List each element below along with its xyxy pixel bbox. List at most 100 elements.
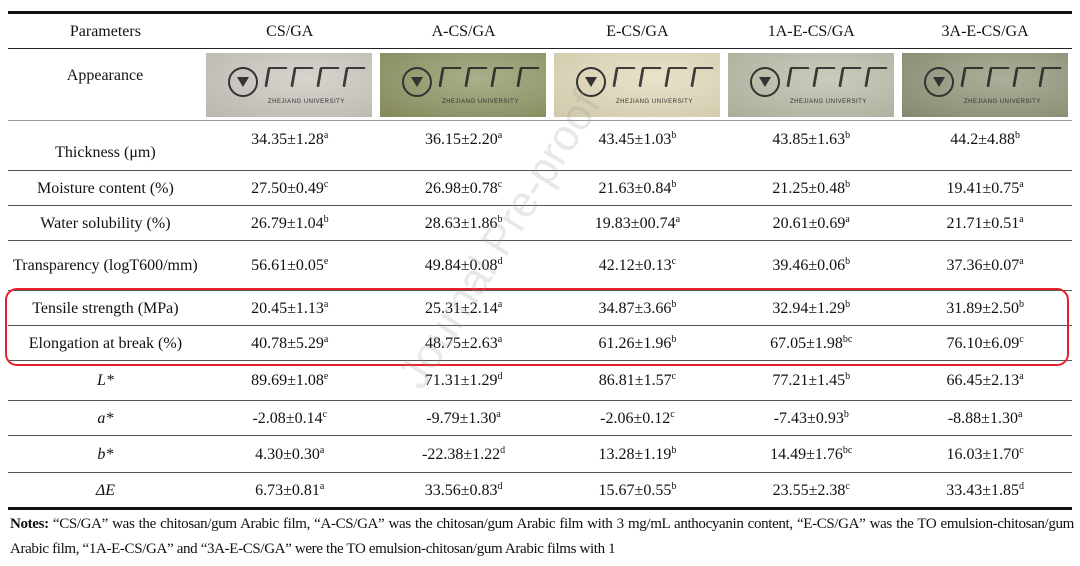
- value-cell: 13.28±1.19b: [551, 445, 725, 464]
- value-cell: 40.78±5.29a: [203, 334, 377, 353]
- table-row: Tensile strength (MPa) 20.45±1.13a 25.31±2…: [8, 291, 1072, 325]
- significance-letter: c: [670, 408, 675, 420]
- value-cell: 43.45±1.03b: [551, 130, 725, 149]
- significance-letter: c: [497, 178, 503, 190]
- significance-letter: b: [671, 444, 677, 456]
- row-label: a*: [97, 409, 114, 427]
- value-cell: 77.21±1.45b: [724, 371, 898, 390]
- value: 86.81±1.57: [598, 372, 672, 389]
- logo-characters: [438, 67, 540, 87]
- significance-letter: a: [675, 213, 681, 225]
- significance-letter: b: [1015, 130, 1020, 141]
- value-cell: 21.71±0.51a: [898, 214, 1072, 233]
- logo-caption: ZHEJIANG UNIVERSITY: [268, 99, 345, 105]
- significance-letter: a: [1019, 256, 1024, 267]
- row-label: L*: [96, 372, 114, 389]
- value-cell: 20.45±1.13a: [203, 299, 377, 318]
- appearance-cell: ZHEJIANG UNIVERSITY: [724, 50, 898, 117]
- logo-characters: [612, 67, 714, 87]
- significance-letter: a: [323, 333, 329, 345]
- value-cell: 42.12±0.13c: [551, 256, 725, 275]
- significance-letter: d: [1019, 481, 1024, 492]
- value-cell: 89.69±1.08e: [203, 371, 377, 390]
- value: 66.45±2.13: [946, 372, 1020, 389]
- value: 36.15±2.20: [424, 131, 498, 148]
- value-cell: 6.73±0.81a: [203, 481, 377, 500]
- value: 21.71±0.51: [946, 214, 1020, 232]
- table-row: b* 4.30±0.30a -22.38±1.22d 13.28±1.19b 14.49…: [8, 436, 1072, 472]
- value-cell: 27.50±0.49c: [203, 179, 377, 198]
- value: 44.2±4.88: [950, 131, 1015, 148]
- significance-letter: a: [319, 444, 325, 456]
- significance-letter: d: [497, 371, 503, 382]
- table-row: Transparency (logT600/mm) 56.61±0.05e 49.8…: [8, 241, 1072, 290]
- value-cell: 25.31±2.14a: [377, 299, 551, 318]
- significance-letter: b: [1019, 298, 1024, 310]
- value-cell: 66.45±2.13a: [898, 371, 1072, 390]
- significance-letter: b: [845, 178, 851, 190]
- value: 28.63±1.86: [424, 214, 498, 232]
- row-label: b*: [97, 445, 114, 463]
- significance-letter: e: [323, 371, 329, 382]
- value-cell: 14.49±1.76bc: [724, 445, 898, 464]
- value: 23.55±2.38: [772, 482, 846, 499]
- value: 48.75±2.63: [424, 334, 498, 352]
- university-seal-icon: [576, 67, 606, 97]
- value-cell: -2.06±0.12c: [551, 409, 725, 428]
- significance-letter: a: [497, 130, 503, 141]
- logo-caption: ZHEJIANG UNIVERSITY: [616, 99, 693, 105]
- value-cell: 19.41±0.75a: [898, 179, 1072, 198]
- significance-letter: a: [497, 298, 503, 310]
- value-cell: 67.05±1.98bc: [724, 334, 898, 353]
- row-rule: [8, 360, 1072, 361]
- value: 71.31±1.29: [424, 372, 498, 389]
- value: 31.89±2.50: [946, 299, 1019, 317]
- table-bottom-rule: [8, 507, 1072, 510]
- value-cell: 21.63±0.84b: [551, 179, 725, 198]
- significance-letter: a: [1019, 213, 1024, 225]
- value-cell: 33.56±0.83d: [377, 481, 551, 500]
- value-cell: 31.89±2.50b: [898, 299, 1072, 318]
- notes-text: “CS/GA” was the chitosan/gum Arabic film…: [10, 516, 1074, 557]
- value: 39.46±0.06: [772, 257, 846, 274]
- table-header-row: Parameters CS/GA A-CS/GA E-CS/GA 1A-E-CS…: [8, 14, 1072, 48]
- significance-letter: a: [319, 481, 325, 492]
- value: 27.50±0.49: [251, 179, 324, 197]
- significance-letter: a: [323, 298, 329, 310]
- significance-letter: b: [843, 408, 849, 420]
- value-cell: 4.30±0.30a: [203, 445, 377, 464]
- header-e-cs-ga: E-CS/GA: [606, 22, 669, 40]
- value-cell: 32.94±1.29b: [724, 299, 898, 318]
- significance-letter: b: [497, 213, 503, 225]
- significance-letter: c: [845, 481, 850, 492]
- table-row: L* 89.69±1.08e 71.31±1.29d 86.81±1.57c 77.21…: [8, 361, 1072, 400]
- value: 77.21±1.45: [772, 372, 846, 389]
- value: 43.45±1.03: [598, 131, 672, 148]
- value: 14.49±1.76: [770, 445, 843, 463]
- value: -8.88±1.30: [947, 409, 1018, 427]
- film-photo: ZHEJIANG UNIVERSITY: [206, 53, 372, 117]
- significance-letter: b: [671, 178, 677, 190]
- value: 76.10±6.09: [946, 334, 1020, 352]
- value-cell: 34.87±3.66b: [551, 299, 725, 318]
- value: 37.36±0.07: [946, 257, 1020, 274]
- row-label: Water solubility (%): [40, 214, 171, 232]
- header-parameters: Parameters: [69, 22, 141, 40]
- value-cell: 34.35±1.28a: [203, 130, 377, 149]
- significance-letter: a: [1017, 408, 1023, 420]
- significance-letter: c: [1019, 444, 1024, 456]
- significance-letter: b: [845, 371, 851, 382]
- row-rule: [8, 120, 1072, 121]
- value: -9.79±1.30: [426, 409, 497, 427]
- row-rule: [8, 170, 1072, 171]
- value: -22.38±1.22: [422, 445, 501, 463]
- value: 40.78±5.29: [251, 334, 324, 352]
- value-cell: 56.61±0.05e: [203, 256, 377, 275]
- film-photo: ZHEJIANG UNIVERSITY: [902, 53, 1068, 117]
- row-rule: [8, 290, 1072, 291]
- value-cell: 26.79±1.04b: [203, 214, 377, 233]
- row-label: Thickness (μm): [55, 144, 156, 161]
- value: 43.85±1.63: [772, 131, 846, 148]
- value: 20.61±0.69: [772, 214, 846, 232]
- table-row: a* -2.08±0.14c -9.79±1.30a -2.06±0.12c -7.43…: [8, 401, 1072, 435]
